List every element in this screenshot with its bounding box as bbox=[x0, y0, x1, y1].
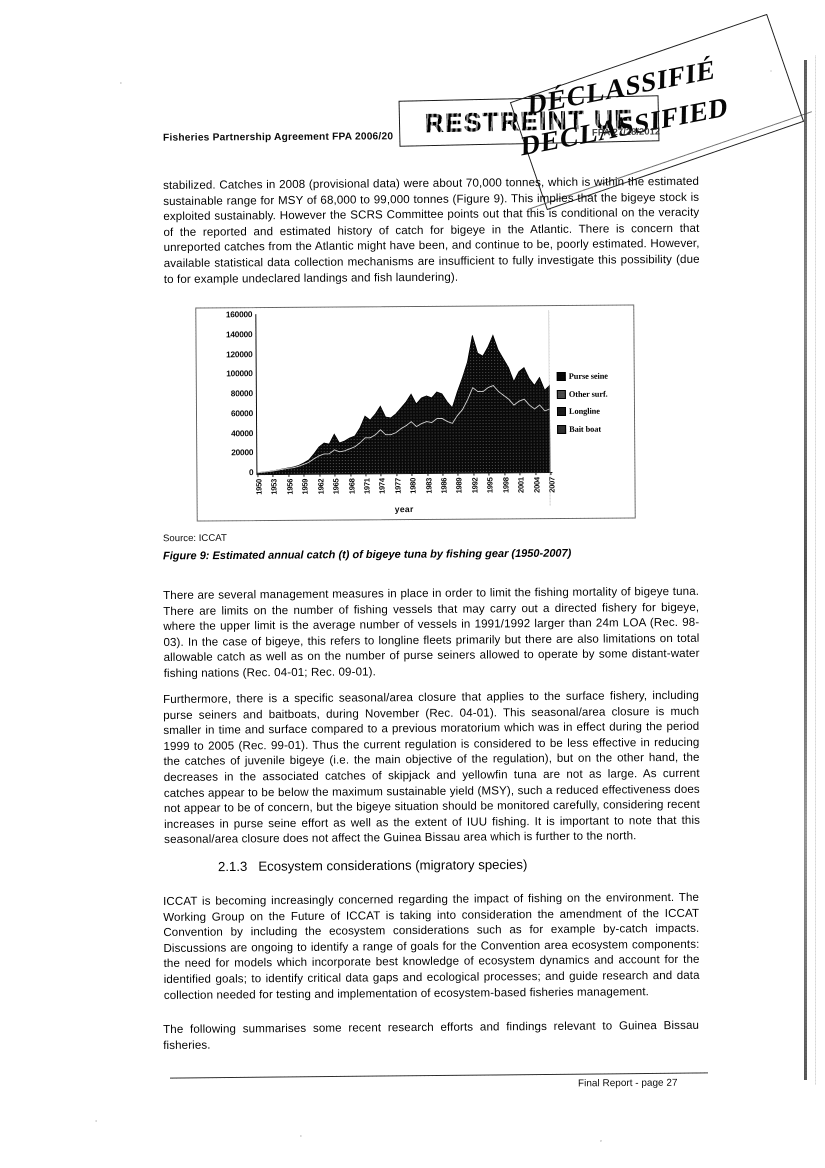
chart-x-tick-label: 1956 bbox=[285, 478, 295, 495]
chart-x-tick-label: 1980 bbox=[408, 477, 418, 494]
chart-y-tick-label: 120000 bbox=[226, 348, 253, 359]
chart-y-tick-label: 80000 bbox=[230, 388, 253, 399]
paragraph-catches-stabilized: stabilized. Catches in 2008 (provisional… bbox=[163, 174, 700, 300]
chart-legend-label: Other surf. bbox=[568, 389, 608, 399]
chart-x-tick bbox=[473, 472, 475, 476]
chart-y-axis-labels: 160000 140000 120000 100000 80000 60000 40000 2… bbox=[200, 309, 254, 478]
chart-x-tick bbox=[550, 472, 552, 476]
chart-x-tick bbox=[257, 474, 259, 478]
chart-x-tick bbox=[272, 473, 274, 477]
chart-legend-swatch-icon bbox=[556, 371, 566, 382]
chart-legend-swatch-icon bbox=[556, 389, 566, 399]
footer-page-label: Final Report - page 27 bbox=[577, 1077, 678, 1090]
chart-legend-label: Purse seine bbox=[568, 371, 608, 381]
chart-x-tick-label: 1968 bbox=[346, 478, 357, 495]
chart-y-tick-label: 20000 bbox=[231, 447, 254, 458]
chart-y-tick-label: 160000 bbox=[225, 309, 253, 320]
chart-y-tick-label: 40000 bbox=[231, 427, 254, 438]
document-header: Fisheries Partnership Agreement FPA 2006… bbox=[162, 131, 394, 144]
figure-9-chart: 160000 140000 120000 100000 80000 60000 40000 2… bbox=[195, 304, 636, 522]
chart-area-series bbox=[257, 334, 551, 475]
scan-speck bbox=[300, 1135, 302, 1137]
chart-x-tick bbox=[334, 473, 336, 477]
scan-speck bbox=[770, 70, 772, 72]
chart-legend: Purse seine Other surf. Longline Bait boat bbox=[556, 371, 633, 442]
chart-x-tick bbox=[396, 473, 398, 477]
chart-legend-item: Purse seine bbox=[556, 371, 633, 382]
scan-edge-artifact bbox=[804, 60, 807, 1080]
scan-edge-artifact-secondary bbox=[815, 55, 816, 1085]
chart-x-tick-label: 1983 bbox=[424, 477, 434, 494]
section-number: 2.1.3 bbox=[217, 858, 248, 875]
chart-y-tick-label: 100000 bbox=[226, 368, 253, 379]
chart-x-tick bbox=[457, 472, 459, 476]
chart-legend-label: Longline bbox=[568, 406, 600, 416]
chart-legend-swatch-icon bbox=[557, 424, 567, 434]
chart-x-tick bbox=[319, 473, 321, 477]
chart-x-tick bbox=[504, 472, 506, 476]
paragraph-following-summarises: The following summarises some recent res… bbox=[163, 1018, 699, 1066]
paragraph-text: ICCAT is becoming increasingly concerned… bbox=[163, 890, 700, 1002]
paragraph-text: Furthermore, there is a specific seasona… bbox=[163, 688, 701, 847]
scan-speck bbox=[600, 1140, 602, 1142]
figure-source: Source: ICCAT bbox=[162, 532, 227, 545]
scan-speck bbox=[95, 1120, 97, 1122]
chart-plot-area: 160000 140000 120000 100000 80000 60000 40000 2… bbox=[196, 305, 634, 520]
chart-legend-divider bbox=[548, 310, 551, 507]
chart-x-tick bbox=[303, 473, 305, 477]
section-title: Ecosystem considerations (migratory spec… bbox=[258, 856, 528, 874]
paragraph-management-measures: There are several management measures in… bbox=[163, 584, 700, 695]
chart-x-tick bbox=[288, 473, 290, 477]
chart-legend-item: Other surf. bbox=[556, 389, 633, 399]
chart-y-tick-label: 140000 bbox=[225, 328, 253, 340]
chart-x-tick bbox=[365, 473, 367, 477]
paragraph-text: stabilized. Catches in 2008 (provisional… bbox=[163, 174, 700, 286]
chart-x-tick-label: 1959 bbox=[300, 478, 310, 495]
section-heading-2-1-3: 2.1.3 Ecosystem considerations (migratory… bbox=[218, 857, 527, 874]
chart-x-tick bbox=[534, 472, 537, 476]
chart-x-tick-label: 1977 bbox=[393, 478, 403, 494]
chart-legend-item: Longline bbox=[556, 406, 633, 417]
paragraph-ecosystem-iccat: ICCAT is becoming increasingly concerned… bbox=[163, 890, 700, 1016]
chart-x-tick bbox=[427, 472, 429, 476]
chart-x-tick-label: 1962 bbox=[316, 478, 326, 495]
paragraph-text: The following summarises some recent res… bbox=[163, 1018, 700, 1052]
chart-x-tick bbox=[519, 472, 521, 476]
chart-x-tick bbox=[380, 473, 382, 477]
chart-x-tick-label: 1974 bbox=[377, 478, 387, 494]
chart-x-tick-label: 1971 bbox=[362, 478, 372, 495]
chart-legend-label: Bait boat bbox=[569, 424, 602, 434]
chart-x-tick-label: 1986 bbox=[439, 477, 449, 494]
chart-legend-item: Bait boat bbox=[557, 424, 633, 434]
chart-x-tick bbox=[488, 472, 490, 476]
chart-x-tick bbox=[442, 472, 444, 476]
figure-caption: Figure 9: Estimated annual catch (t) of … bbox=[162, 547, 572, 563]
fpa-reference-text: FPA 27/28/2012 bbox=[591, 126, 661, 139]
chart-y-tick-label: 60000 bbox=[230, 407, 254, 419]
chart-x-tick-label: 1989 bbox=[454, 477, 465, 494]
chart-y-tick-label: 0 bbox=[248, 467, 254, 478]
chart-x-tick-label: 1995 bbox=[485, 477, 495, 494]
chart-x-tick-label: 2001 bbox=[516, 477, 526, 493]
chart-x-tick bbox=[349, 473, 351, 477]
chart-legend-swatch-icon bbox=[556, 406, 567, 417]
chart-x-tick-label: 2004 bbox=[532, 477, 542, 493]
scan-speck bbox=[120, 82, 122, 84]
chart-x-axis-title: year bbox=[394, 504, 414, 515]
chart-x-tick-label: 1965 bbox=[331, 478, 341, 495]
chart-x-tick-label: 1950 bbox=[254, 479, 264, 495]
paragraph-text: There are several management measures in… bbox=[163, 584, 700, 680]
paragraph-seasonal-closure: Furthermore, there is a specific seasona… bbox=[163, 688, 700, 861]
chart-x-tick-label: 1992 bbox=[470, 477, 480, 494]
chart-x-tick-label: 1998 bbox=[501, 477, 511, 494]
chart-x-tick bbox=[411, 473, 413, 477]
chart-x-tick-label: 1953 bbox=[269, 478, 279, 495]
